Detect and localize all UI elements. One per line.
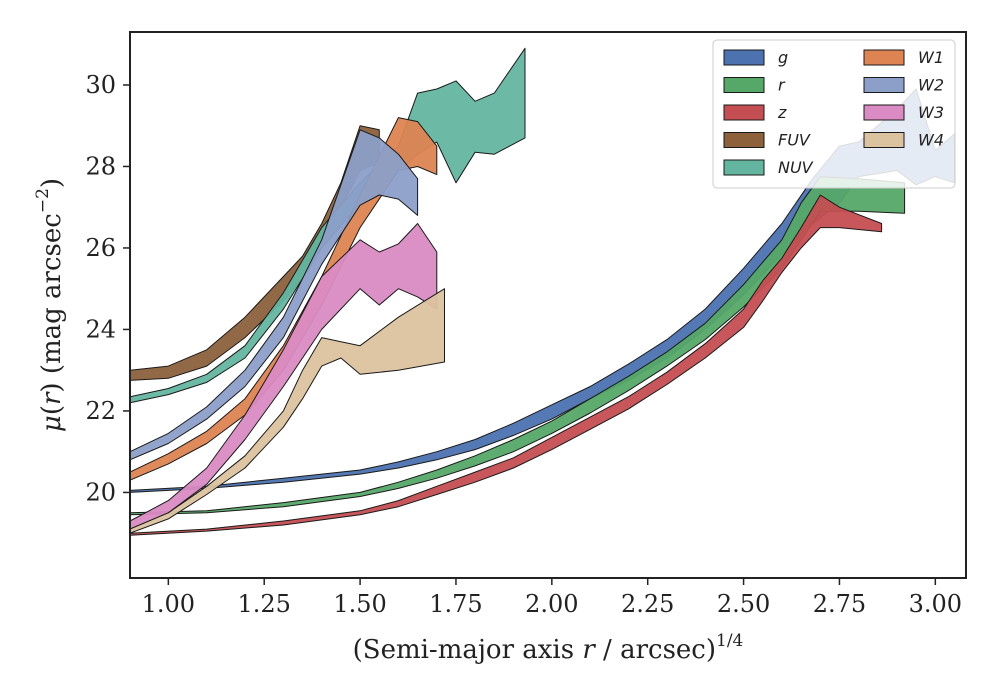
plot-frame bbox=[129, 31, 967, 579]
x-tick-label: 1.50 bbox=[333, 590, 386, 618]
legend-label-fuv: FUV bbox=[778, 131, 811, 150]
band-w2 bbox=[130, 129, 419, 461]
x-tick-label: 1.75 bbox=[429, 590, 482, 618]
x-axis-title: (Semi-major axis r / arcsec)1/4 bbox=[353, 631, 744, 665]
legend-label-w1: W1 bbox=[918, 48, 944, 67]
legend-swatch-w2 bbox=[863, 77, 905, 93]
legend-swatch-fuv bbox=[723, 132, 765, 148]
legend-swatch-w4 bbox=[863, 132, 905, 148]
y-tick-label: 26 bbox=[85, 234, 116, 262]
legend-label-w4: W4 bbox=[918, 131, 944, 150]
legend-label-r: r bbox=[778, 76, 786, 95]
legend-label-w3: W3 bbox=[918, 103, 944, 122]
legend-label-g: g bbox=[778, 48, 788, 67]
band-w4 bbox=[130, 288, 445, 534]
legend: grz FUV NUV W1 W2 W3 W4 bbox=[712, 39, 956, 189]
x-tick-label: 2.75 bbox=[813, 590, 866, 618]
legend-swatch-w1 bbox=[863, 49, 905, 66]
y-tick-label: 28 bbox=[85, 152, 116, 180]
series-layer bbox=[130, 47, 955, 536]
x-tick-label: 2.00 bbox=[525, 590, 578, 618]
y-tick-label: 30 bbox=[85, 71, 116, 99]
x-tick-label: 2.50 bbox=[717, 590, 770, 618]
y-tick-label: 24 bbox=[85, 315, 116, 343]
band-z bbox=[130, 194, 883, 536]
y-tick-label: 20 bbox=[85, 478, 116, 506]
legend-label-w2: W2 bbox=[918, 76, 944, 95]
legend-swatch-r bbox=[723, 77, 765, 93]
x-tick-label: 1.25 bbox=[238, 590, 291, 618]
band-w3 bbox=[130, 223, 438, 530]
legend-swatch-nuv bbox=[723, 159, 765, 176]
legend-label-z: z bbox=[777, 103, 787, 122]
x-tick-label: 3.00 bbox=[909, 590, 962, 618]
x-tick-label: 2.25 bbox=[621, 590, 674, 618]
legend-swatch-w3 bbox=[863, 104, 905, 121]
legend-label-nuv: NUV bbox=[778, 158, 814, 177]
legend-swatch-g bbox=[723, 49, 765, 66]
x-axis: 1.00 1.25 1.50 1.75 2.00 2.25 2.50 2.75 3.00 bbox=[142, 578, 962, 618]
y-axis-title: μ(r) (mag arcsec−2) bbox=[33, 178, 67, 432]
y-tick-label: 22 bbox=[85, 397, 116, 425]
y-axis: 20 22 24 26 28 30 bbox=[85, 71, 130, 506]
x-tick-label: 1.00 bbox=[142, 590, 195, 618]
legend-swatch-z bbox=[723, 104, 765, 121]
